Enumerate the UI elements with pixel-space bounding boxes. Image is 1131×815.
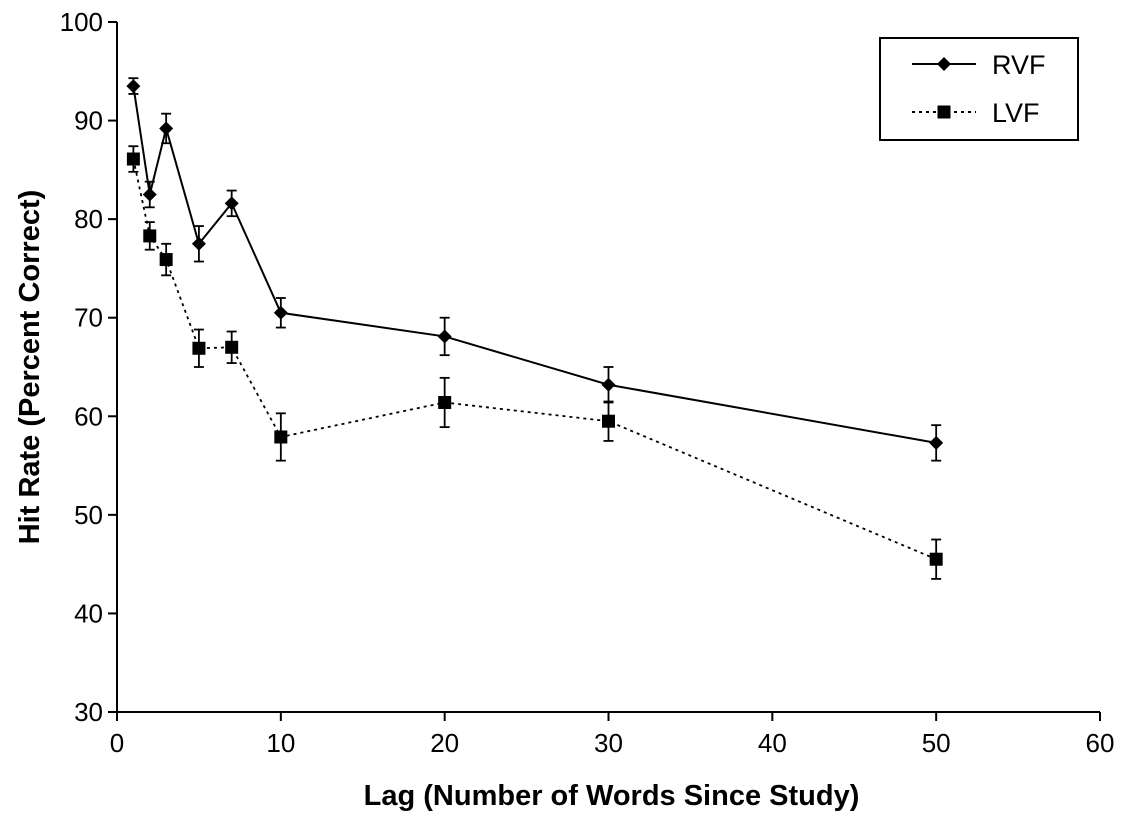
legend-items: RVF LVF <box>912 50 1046 128</box>
x-tick-label: 60 <box>1086 728 1115 758</box>
x-tick-label: 50 <box>922 728 951 758</box>
legend: RVF LVF <box>879 37 1079 141</box>
rvf-marker <box>437 329 452 344</box>
x-tick-label: 40 <box>758 728 787 758</box>
y-tick-label: 30 <box>74 697 103 727</box>
lvf-marker <box>143 229 157 243</box>
x-tick-label: 0 <box>110 728 124 758</box>
legend-label-lvf: LVF <box>992 98 1040 128</box>
lvf-marker <box>438 395 452 409</box>
lvf-series <box>126 145 943 580</box>
rvf-marker <box>273 305 288 320</box>
lvf-marker <box>937 105 951 119</box>
y-axis-ticks: 30 40 50 60 70 80 90 100 <box>60 7 117 727</box>
legend-item-lvf: LVF <box>912 98 1040 128</box>
rvf-marker <box>929 435 944 450</box>
rvf-marker <box>937 57 951 71</box>
rvf-marker <box>159 121 174 136</box>
lvf-line <box>132 158 937 561</box>
x-tick-label: 10 <box>266 728 295 758</box>
y-tick-label: 80 <box>74 204 103 234</box>
lvf-marker <box>602 414 615 428</box>
lvf-marker <box>192 341 206 355</box>
y-tick-label: 50 <box>74 500 103 530</box>
y-tick-label: 90 <box>74 106 103 136</box>
y-tick-label: 60 <box>74 401 103 431</box>
lvf-marker <box>126 152 140 166</box>
legend-label-rvf: RVF <box>992 50 1046 80</box>
rvf-marker <box>601 377 616 392</box>
y-tick-label: 40 <box>74 598 103 628</box>
legend-item-rvf: RVF <box>912 50 1046 80</box>
y-tick-label: 100 <box>60 7 103 37</box>
y-axis-title: Hit Rate (Percent Correct) <box>14 190 46 545</box>
lvf-marker <box>225 340 239 354</box>
series-layer <box>126 77 944 580</box>
rvf-marker <box>126 79 141 94</box>
rvf-marker <box>224 196 239 211</box>
x-tick-label: 30 <box>594 728 623 758</box>
x-axis-ticks: 0 10 20 30 40 50 60 <box>110 712 1115 758</box>
rvf-marker <box>191 236 206 251</box>
lvf-marker <box>929 552 943 566</box>
lvf-marker <box>274 430 288 444</box>
x-axis-title: Lag (Number of Words Since Study) <box>364 780 860 812</box>
y-tick-label: 70 <box>74 303 103 333</box>
rvf-series <box>126 77 944 462</box>
rvf-marker <box>142 187 157 202</box>
lvf-marker <box>159 253 173 267</box>
legend-box <box>879 37 1079 141</box>
x-tick-label: 20 <box>430 728 459 758</box>
